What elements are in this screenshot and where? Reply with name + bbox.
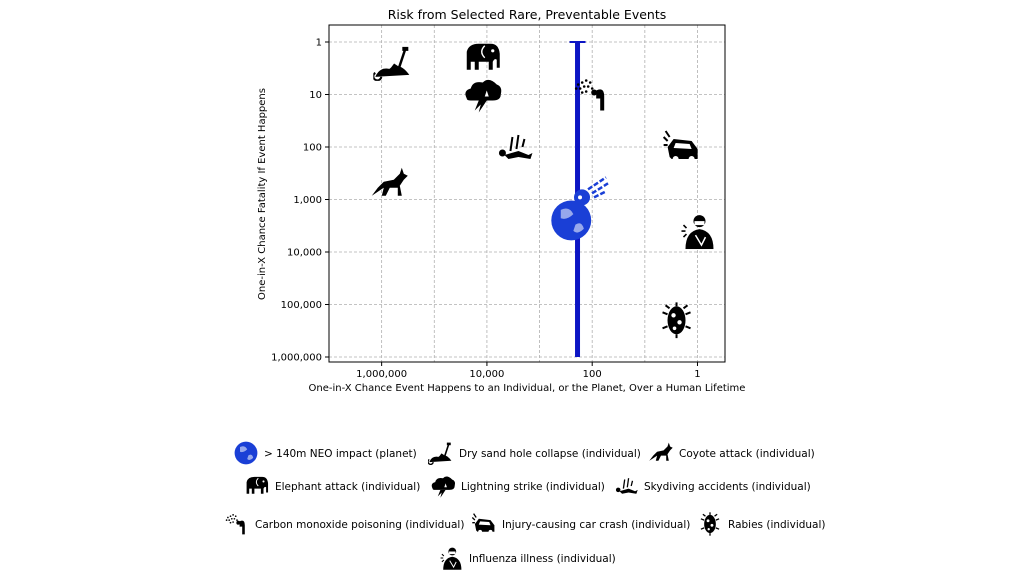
legend-flu-label: Influenza illness (individual): [469, 553, 616, 565]
point-sand-icon: [373, 45, 411, 81]
y-tick-label: 1,000: [293, 195, 322, 206]
y-tick-label: 1: [316, 38, 322, 49]
legend-coyote-label: Coyote attack (individual): [679, 448, 815, 460]
point-rabies-icon: [661, 302, 692, 339]
legend: > 140m NEO impact (planet) Dry sand hole …: [225, 441, 826, 570]
grid: [329, 25, 725, 362]
legend-skydiving-icon: [615, 477, 639, 495]
x-tick-label: 100: [583, 369, 602, 380]
y-tick-label: 1,000,000: [271, 353, 322, 364]
legend-neo-label: > 140m NEO impact (planet): [264, 448, 417, 460]
legend-flu-icon: [440, 547, 462, 570]
legend-rabies-icon: [700, 512, 720, 536]
point-lightning-icon: [465, 79, 502, 113]
point-car-icon: [662, 130, 699, 163]
chart-title: Risk from Selected Rare, Preventable Eve…: [388, 7, 667, 22]
point-neo-icon: [551, 200, 592, 241]
x-tick-label: 1: [694, 369, 700, 380]
axis-ticks: 1,000,000 10,000 100 1 1 10 100 1,000 10,000 100,…: [271, 38, 701, 381]
data-points: [371, 43, 715, 339]
legend-elephant-icon: [246, 476, 269, 495]
legend-neo-icon: [234, 441, 258, 465]
legend-co-icon: [225, 514, 245, 535]
point-flu-icon: [680, 214, 715, 250]
x-axis-label: One-in-X Chance Event Happens to an Indi…: [309, 383, 746, 394]
y-tick-label: 100,000: [281, 300, 322, 311]
y-tick-label: 10,000: [287, 248, 322, 259]
y-tick-label: 10: [309, 90, 322, 101]
y-tick-label: 100: [303, 143, 322, 154]
legend-lightning-icon: [431, 476, 456, 498]
y-axis-label: One-in-X Chance Fatality If Event Happen…: [257, 88, 268, 300]
legend-sand-icon: [428, 441, 453, 465]
plot-frame: [328, 24, 726, 363]
point-coyote-icon: [371, 167, 408, 196]
legend-rabies-label: Rabies (individual): [728, 519, 826, 531]
x-tick-label: 1,000,000: [356, 369, 407, 380]
legend-car-label: Injury-causing car crash (individual): [502, 519, 690, 531]
point-elephant-icon: [466, 43, 501, 71]
legend-coyote-icon: [649, 442, 673, 461]
legend-lightning-label: Lightning strike (individual): [461, 481, 605, 493]
legend-sand-label: Dry sand hole collapse (individual): [459, 448, 641, 460]
legend-co-label: Carbon monoxide poisoning (individual): [255, 519, 464, 531]
legend-car-icon: [471, 512, 496, 535]
legend-skydiving-label: Skydiving accidents (individual): [644, 481, 811, 493]
x-tick-label: 10,000: [469, 369, 504, 380]
legend-elephant-label: Elephant attack (individual): [275, 481, 420, 493]
